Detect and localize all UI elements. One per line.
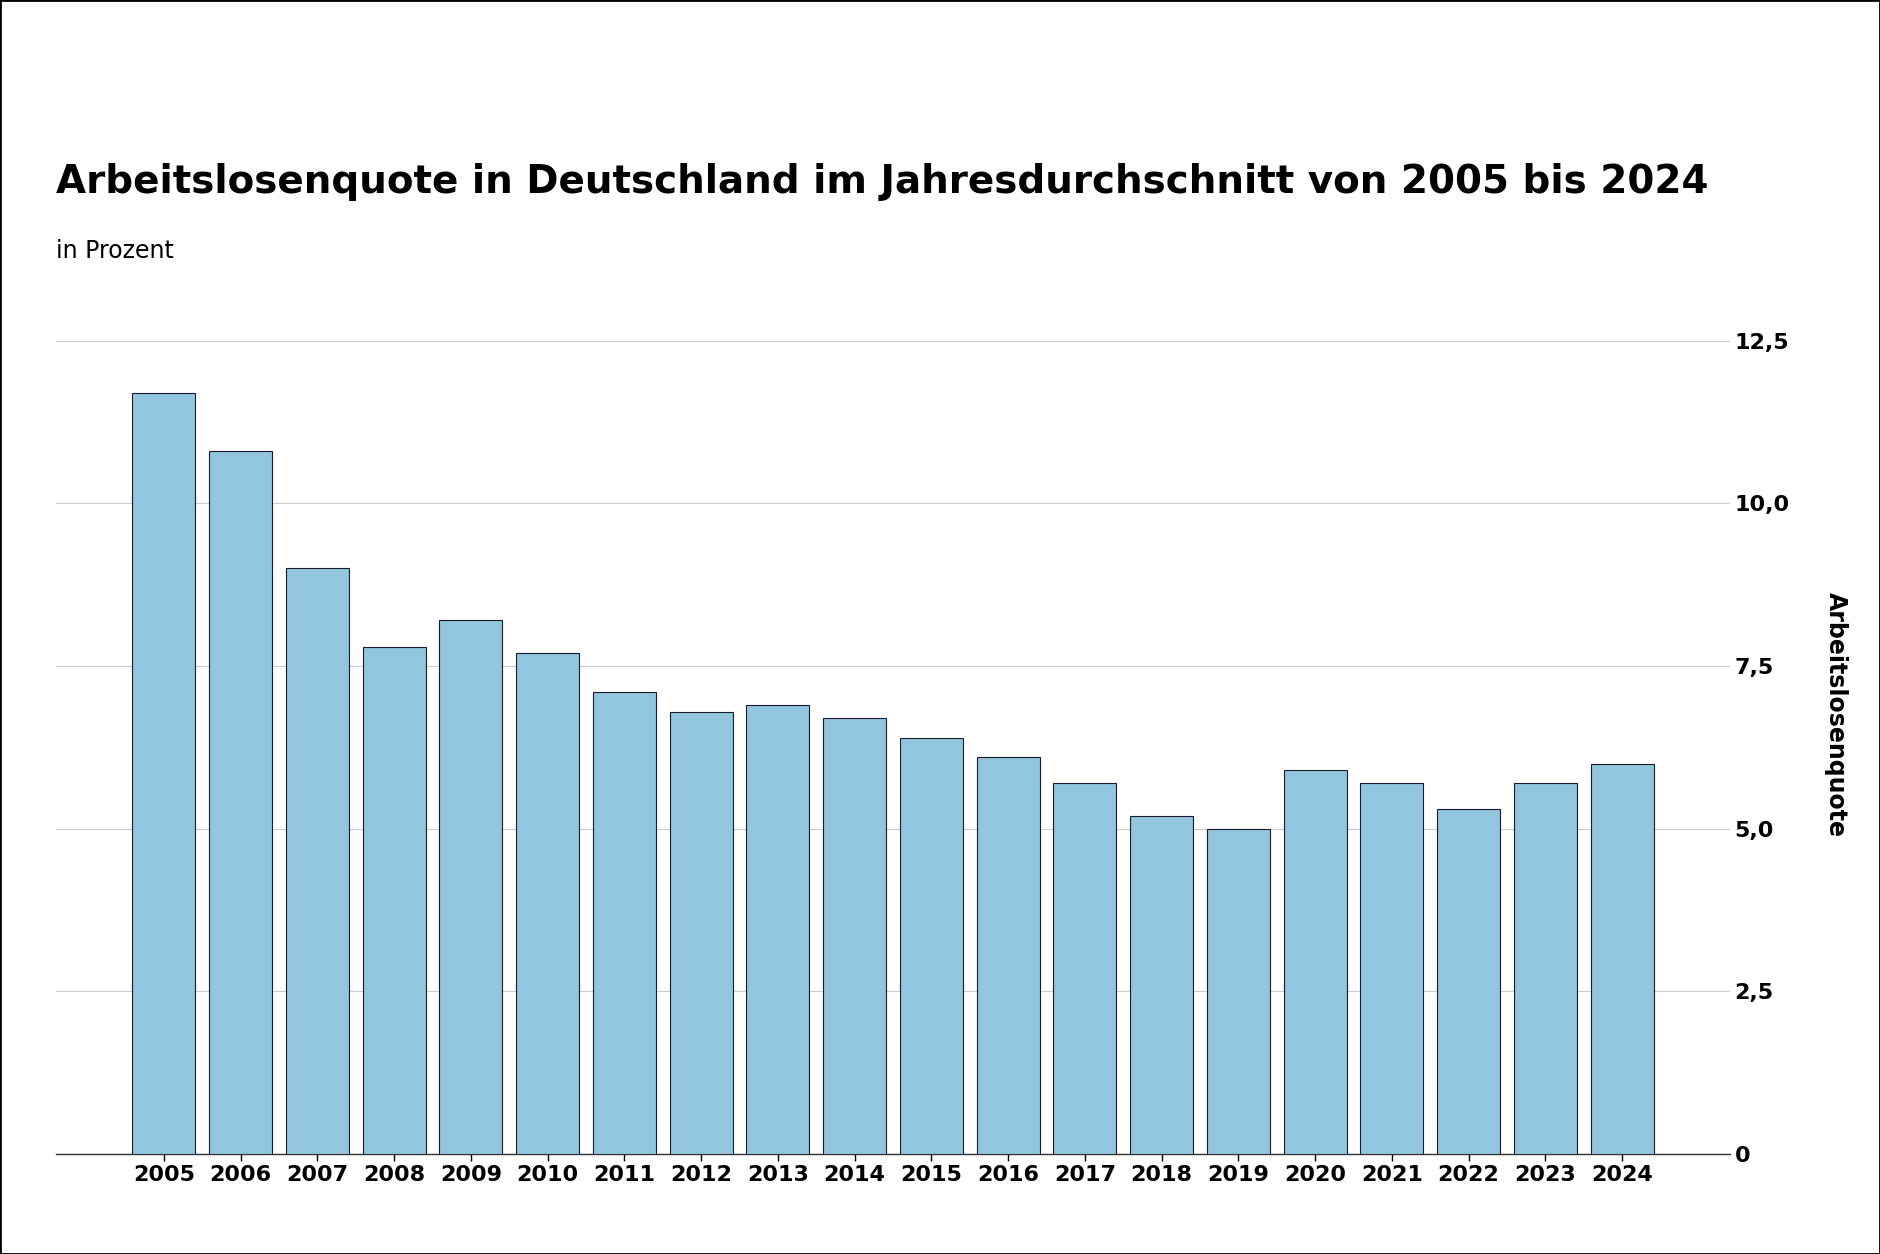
Bar	[286, 568, 350, 1154]
Bar	[1590, 764, 1654, 1154]
Bar	[1513, 782, 1577, 1154]
Bar	[592, 692, 656, 1154]
Bar	[1284, 770, 1346, 1154]
Bar	[1361, 782, 1423, 1154]
Bar	[823, 719, 885, 1154]
Text: Arbeitslosenquote in Deutschland im Jahresdurchschnitt von 2005 bis 2024: Arbeitslosenquote in Deutschland im Jahr…	[56, 163, 1709, 201]
Bar	[901, 737, 963, 1154]
Bar	[440, 621, 502, 1154]
Bar	[976, 757, 1040, 1154]
Bar	[1207, 829, 1269, 1154]
Text: in Prozent: in Prozent	[56, 240, 175, 263]
Bar	[517, 653, 579, 1154]
Bar	[746, 705, 810, 1154]
Bar	[669, 711, 733, 1154]
Bar	[1053, 782, 1117, 1154]
Bar	[1436, 809, 1500, 1154]
Bar	[363, 647, 425, 1154]
Bar	[132, 393, 196, 1154]
Y-axis label: Arbeitslosenquote: Arbeitslosenquote	[1824, 592, 1848, 838]
Bar	[209, 451, 273, 1154]
Bar	[1130, 815, 1194, 1154]
